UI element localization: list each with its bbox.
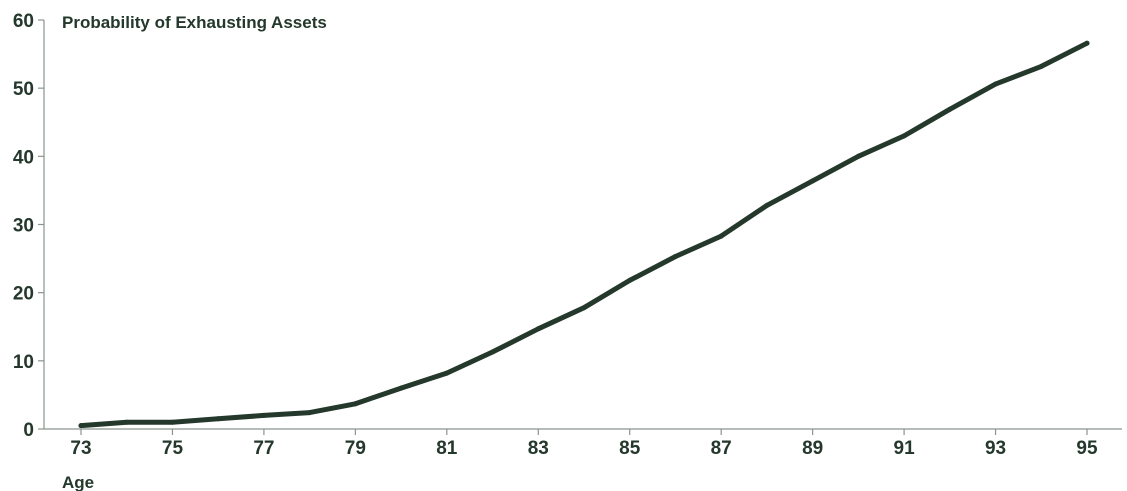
y-axis-ticks: 0 10 20 30 40 50 60 [13, 11, 44, 441]
x-tick-label: 77 [253, 438, 274, 459]
x-tick-label: 85 [619, 438, 641, 459]
data-point [216, 416, 221, 421]
data-point [536, 326, 541, 331]
data-point [79, 423, 84, 428]
x-tick-label: 81 [436, 438, 458, 459]
x-tick-label: 75 [162, 438, 184, 459]
x-axis-ticks: 73 75 77 79 81 83 85 87 89 91 93 95 [70, 429, 1098, 459]
data-point [993, 82, 998, 87]
x-tick-label: 83 [528, 438, 549, 459]
y-tick-label: 60 [13, 11, 34, 32]
series-group [79, 41, 1090, 428]
data-point [810, 178, 815, 183]
data-point [627, 278, 632, 283]
data-point [902, 133, 907, 138]
x-tick-label: 73 [70, 438, 91, 459]
y-tick-label: 30 [13, 216, 34, 237]
data-point [673, 254, 678, 259]
y-tick-label: 10 [13, 352, 34, 373]
x-tick-label: 93 [985, 438, 1006, 459]
data-point [1039, 64, 1044, 69]
x-tick-label: 91 [894, 438, 916, 459]
x-tick-label: 95 [1076, 438, 1098, 459]
data-point [170, 420, 175, 425]
data-point [1085, 41, 1090, 46]
data-point [582, 305, 587, 310]
y-tick-label: 50 [13, 79, 34, 100]
data-point [353, 401, 358, 406]
data-point [856, 154, 861, 159]
y-tick-label: 0 [23, 420, 34, 441]
x-tick-label: 89 [802, 438, 823, 459]
x-tick-label: 87 [711, 438, 732, 459]
data-point [307, 410, 312, 415]
axes [44, 20, 1122, 429]
data-point [490, 350, 495, 355]
data-point [399, 386, 404, 391]
x-tick-label: 79 [345, 438, 366, 459]
data-point [947, 107, 952, 112]
y-tick-label: 20 [13, 284, 34, 305]
y-axis-title: Probability of Exhausting Assets [62, 13, 327, 32]
y-tick-label: 40 [13, 147, 34, 168]
x-axis-title: Age [62, 473, 94, 491]
data-point [719, 234, 724, 239]
series-line [81, 43, 1087, 425]
data-point [444, 371, 449, 376]
data-point [124, 420, 129, 425]
data-point [261, 413, 266, 418]
data-point [764, 203, 769, 208]
